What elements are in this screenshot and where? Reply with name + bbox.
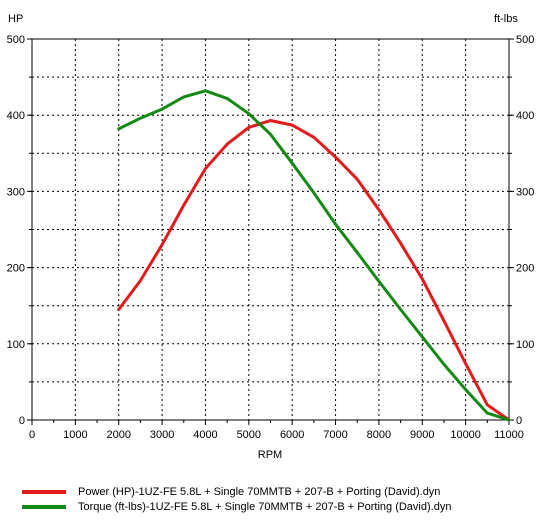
power-line: [117, 119, 511, 422]
x-tick-label: 1000: [63, 429, 87, 441]
legend-label-power: Power (HP)-1UZ-FE 5.8L + Single 70MMTB +…: [78, 485, 441, 498]
legend-swatch-torque: [22, 504, 66, 509]
y-tick-label-right: 200: [516, 263, 534, 275]
x-tick-label: 10000: [450, 429, 481, 441]
series: [117, 89, 511, 422]
legend-item-torque: Torque (ft-lbs)-1UZ-FE 5.8L + Single 70M…: [22, 499, 537, 514]
legend-swatch-power: [22, 489, 66, 494]
x-tick-label: 9000: [410, 429, 434, 441]
legend-label-torque: Torque (ft-lbs)-1UZ-FE 5.8L + Single 70M…: [78, 500, 452, 513]
x-tick-label: 4000: [193, 429, 217, 441]
x-tick-label: 6000: [280, 429, 304, 441]
y-tick-label-left: 0: [19, 415, 25, 427]
x-tick-label: 11000: [494, 429, 524, 441]
x-tick-label: 7000: [323, 429, 347, 441]
y-tick-label-right: 500: [516, 34, 534, 46]
legend: Power (HP)-1UZ-FE 5.8L + Single 70MMTB +…: [22, 484, 537, 514]
x-axis-label: RPM: [258, 449, 282, 461]
y-tick-label-left: 500: [7, 34, 25, 46]
x-tick-label: 5000: [237, 429, 261, 441]
grid: [32, 39, 509, 420]
x-tick-label: 8000: [367, 429, 391, 441]
x-tick-label: 2000: [106, 429, 130, 441]
tick-labels: 0 1000 2000 3000 4000 5000 6000 7000 8000 9000 100…: [7, 34, 535, 441]
torque-line: [117, 89, 511, 422]
x-tick-label: 3000: [150, 429, 174, 441]
y-tick-label-right: 300: [516, 186, 534, 198]
y-tick-label-right: 400: [516, 110, 534, 122]
legend-item-power: Power (HP)-1UZ-FE 5.8L + Single 70MMTB +…: [22, 484, 537, 499]
x-tick-label: 0: [29, 429, 35, 441]
y-tick-label-left: 300: [7, 186, 25, 198]
y-tick-label-right: 0: [516, 415, 522, 427]
y-tick-label-right: 100: [516, 339, 534, 351]
y-tick-label-left: 400: [7, 110, 25, 122]
y-tick-label-left: 200: [7, 263, 25, 275]
y-axis-label-right: ft-lbs: [494, 13, 518, 25]
y-axis-label-left: HP: [8, 13, 23, 25]
y-tick-label-left: 100: [7, 339, 25, 351]
axes: [27, 38, 514, 425]
